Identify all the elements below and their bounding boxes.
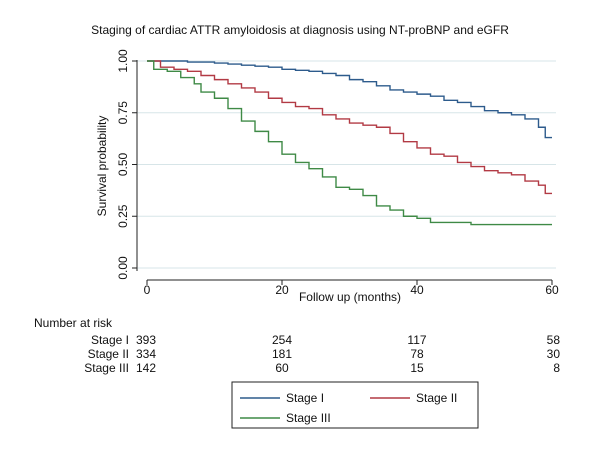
x-axis-label: Follow up (months) xyxy=(299,290,401,304)
risk-table: Stage I 393 254 117 58 Stage II 334 181 78 30 Stag… xyxy=(84,333,560,375)
axes xyxy=(136,60,552,281)
risk-row-label: Stage II xyxy=(88,347,129,361)
legend-label: Stage II xyxy=(416,391,457,405)
x-ticks: 0 20 40 60 xyxy=(144,280,559,297)
risk-cell: 334 xyxy=(136,347,156,361)
risk-cell: 142 xyxy=(136,361,156,375)
risk-cell: 15 xyxy=(410,361,424,375)
legend-label: Stage I xyxy=(286,391,324,405)
risk-cell: 60 xyxy=(275,361,289,375)
legend-label: Stage III xyxy=(286,411,331,425)
risk-row-label: Stage I xyxy=(91,333,129,347)
risk-cell: 58 xyxy=(547,333,561,347)
risk-cell: 393 xyxy=(136,333,156,347)
risk-cell: 30 xyxy=(547,347,561,361)
y-axis-label: Survival probability xyxy=(95,116,109,217)
y-tick-label: 1.00 xyxy=(116,49,130,73)
risk-cell: 8 xyxy=(553,361,560,375)
chart-title: Staging of cardiac ATTR amyloidosis at d… xyxy=(91,23,509,37)
y-ticks: 0.00 0.25 0.50 0.75 1.00 xyxy=(116,49,137,280)
risk-cell: 78 xyxy=(410,347,424,361)
series-lines xyxy=(147,60,552,226)
x-tick-label: 60 xyxy=(545,283,559,297)
risk-table-heading: Number at risk xyxy=(34,316,113,330)
series-line-stage-i xyxy=(147,60,552,139)
risk-cell: 254 xyxy=(272,333,292,347)
series-line-stage-ii xyxy=(147,60,552,195)
risk-cell: 181 xyxy=(272,347,292,361)
legend: Stage I Stage II Stage III xyxy=(231,381,479,429)
gridlines xyxy=(137,60,556,269)
x-tick-label: 20 xyxy=(275,283,289,297)
risk-row-label: Stage III xyxy=(84,361,129,375)
x-tick-label: 40 xyxy=(410,283,424,297)
legend-box xyxy=(231,381,479,429)
risk-cell: 117 xyxy=(407,333,426,347)
y-tick-label: 0.50 xyxy=(116,152,130,176)
x-tick-label: 0 xyxy=(144,283,151,297)
y-tick-label: 0.25 xyxy=(116,204,130,228)
y-tick-label: 0.75 xyxy=(116,101,130,125)
series-line-stage-iii xyxy=(147,60,552,226)
y-tick-label: 0.00 xyxy=(116,256,130,280)
